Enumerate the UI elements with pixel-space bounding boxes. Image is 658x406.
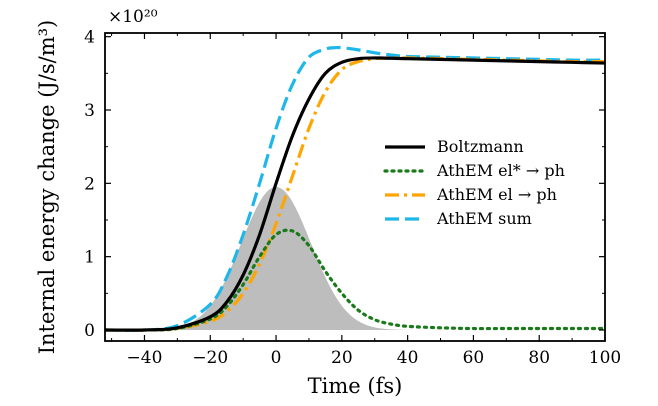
x-axis-label: Time (fs)	[308, 374, 403, 398]
x-tick-label: 20	[331, 348, 353, 368]
series-line-athem-sum	[105, 45, 605, 332]
legend-label: AthEM sum	[436, 209, 532, 228]
y-multiplier: ×10²⁰	[108, 7, 158, 27]
x-tick-label: 60	[463, 348, 485, 368]
y-tick-label: 1	[84, 248, 95, 268]
legend: Boltzmann AthEM el* → ph AthEM el → ph AthE…	[383, 137, 565, 228]
laser-pulse-area	[105, 187, 605, 330]
y-tick-label: 0	[84, 321, 95, 341]
x-tick-label: 0	[271, 348, 282, 368]
y-tick-label: 3	[84, 101, 95, 121]
y-tick-label: 2	[84, 174, 95, 194]
pulse-layer	[105, 187, 605, 330]
legend-label: Boltzmann	[437, 137, 524, 156]
x-tick-label: −40	[127, 348, 163, 368]
y-axis-label: Internal energy change (J/s/m³)	[35, 20, 59, 355]
x-tick-label: −20	[192, 348, 228, 368]
x-tick-label: 40	[397, 348, 419, 368]
plot-frame	[104, 32, 606, 342]
legend-label: AthEM el* → ph	[436, 161, 565, 180]
series-line-athem-el-ph	[105, 228, 605, 332]
series-line-boltzmann	[105, 56, 605, 332]
ticks-layer: −40 −20 0 20 40 60 80 100 0 1 2 3 4	[84, 28, 621, 368]
x-tick-label: 80	[528, 348, 550, 368]
x-tick-label: 100	[589, 348, 621, 368]
y-tick-label: 4	[84, 28, 95, 48]
series-layer	[105, 45, 605, 332]
legend-label: AthEM el → ph	[436, 185, 557, 204]
